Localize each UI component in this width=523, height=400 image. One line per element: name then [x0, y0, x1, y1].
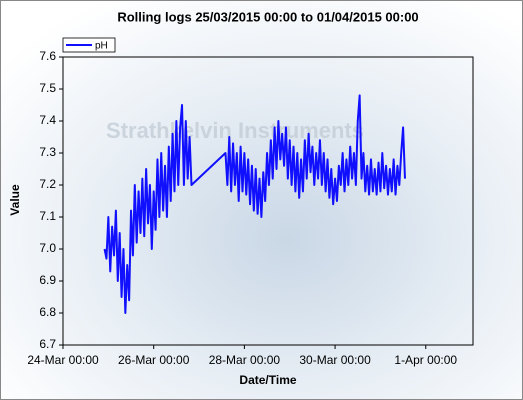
x-tick-label: 24-Mar 00:00: [27, 353, 99, 367]
y-tick-label: 7.2: [39, 177, 56, 191]
plot-frame: [62, 56, 474, 346]
legend-label: pH: [95, 41, 108, 52]
x-axis-title: Date/Time: [239, 373, 296, 387]
watermark: Strathkelvin Instruments: [106, 118, 364, 143]
legend: pH: [62, 37, 116, 53]
x-tick-label: 1-Apr 00:00: [394, 353, 457, 367]
x-tick-label: 26-Mar 00:00: [118, 353, 190, 367]
y-tick-label: 7.6: [39, 49, 56, 63]
y-tick-label: 7.4: [39, 113, 56, 127]
y-axis-title: Value: [8, 184, 22, 216]
x-tick-label: 30-Mar 00:00: [299, 353, 371, 367]
y-tick-label: 7.5: [39, 81, 56, 95]
y-tick-label: 6.8: [39, 305, 56, 319]
x-tick-label: 28-Mar 00:00: [209, 353, 281, 367]
y-tick-label: 6.7: [39, 337, 56, 351]
y-tick-label: 7.3: [39, 145, 56, 159]
data-line: [103, 94, 406, 314]
y-tick-label: 6.9: [39, 273, 56, 287]
y-tick-label: 7.0: [39, 241, 56, 255]
y-tick-label: 7.1: [39, 209, 56, 223]
chart-title: Rolling logs 25/03/2015 00:00 to 01/04/2…: [117, 9, 418, 24]
